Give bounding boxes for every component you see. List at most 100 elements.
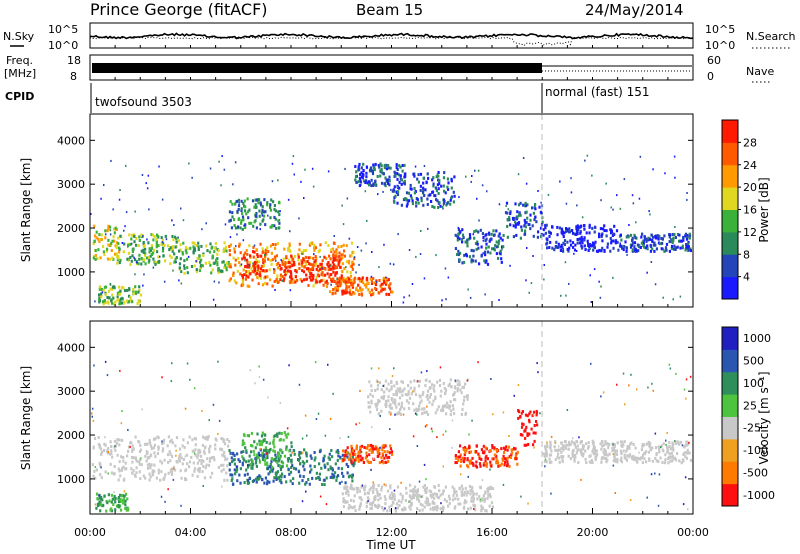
- power-cell: [213, 280, 216, 283]
- power-cell: [289, 280, 292, 284]
- power-cell: [334, 266, 337, 270]
- velocity-cell: [174, 468, 177, 472]
- velocity-cell: [389, 494, 392, 498]
- velocity-cell: [393, 496, 396, 499]
- velocity-cell: [590, 458, 593, 462]
- power-cell: [126, 299, 129, 303]
- velocity-cell: [402, 413, 405, 416]
- power-cell: [385, 282, 388, 286]
- velocity-cell: [668, 363, 671, 366]
- power-cell: [275, 254, 278, 258]
- power-cell: [325, 279, 328, 283]
- power-cell: [272, 200, 275, 204]
- velocity-cell: [123, 490, 126, 493]
- velocity-cell: [565, 443, 568, 447]
- power-cell: [142, 258, 146, 262]
- power-cell: [509, 212, 512, 216]
- velocity-cell: [342, 474, 345, 478]
- velocity-cell: [285, 464, 289, 468]
- velocity-cell: [266, 467, 270, 470]
- power-cell: [338, 277, 341, 281]
- velocity-cell: [671, 459, 674, 463]
- velocity-cell: [389, 447, 393, 451]
- power-cell: [259, 203, 263, 207]
- velocity-cell: [422, 391, 425, 394]
- velocity-cell: [514, 457, 517, 461]
- freq-tick-low: 8: [70, 70, 77, 83]
- power-cell: [685, 243, 688, 246]
- velocity-cell: [287, 432, 290, 436]
- power-cell: [583, 224, 586, 228]
- power-cell: [109, 287, 112, 291]
- velocity-cell: [278, 431, 281, 435]
- velocity-cell: [380, 488, 383, 492]
- velocity-cell: [138, 462, 141, 466]
- power-cell: [576, 238, 579, 241]
- velocity-cell: [370, 399, 373, 403]
- velocity-cell: [341, 492, 344, 496]
- power-cell: [437, 192, 440, 195]
- power-cell: [184, 249, 187, 253]
- power-cell: [380, 286, 383, 290]
- velocity-cell: [509, 456, 512, 459]
- velocity-cell: [544, 458, 547, 461]
- power-cell: [387, 278, 390, 282]
- power-cell: [263, 214, 266, 218]
- power-cell: [132, 290, 135, 293]
- power-cell: [379, 174, 382, 178]
- velocity-cell: [197, 453, 200, 457]
- power-cell: [509, 264, 511, 267]
- power-cell: [302, 278, 306, 282]
- velocity-cell: [461, 385, 464, 389]
- velocity-cell: [255, 480, 258, 484]
- power-cell: [686, 198, 688, 201]
- power-ylabel: Slant Range [km]: [19, 158, 33, 262]
- velocity-cell: [135, 459, 138, 463]
- velocity-cell: [97, 436, 100, 439]
- power-cell: [343, 249, 346, 253]
- power-cell: [457, 253, 460, 257]
- power-cell: [583, 236, 586, 240]
- power-cell: [436, 199, 439, 203]
- power-cell: [174, 257, 177, 261]
- power-cell: [351, 260, 354, 264]
- power-cell: [351, 283, 354, 287]
- power-cell: [491, 247, 494, 251]
- power-cell: [332, 258, 335, 262]
- power-cell: [639, 155, 642, 158]
- velocity-cell: [117, 478, 120, 482]
- power-cell: [635, 249, 638, 253]
- power-cell: [127, 243, 130, 247]
- velocity-cell: [468, 450, 471, 454]
- velocity-cell: [285, 435, 288, 439]
- velocity-cell: [313, 465, 316, 468]
- velocity-cell: [303, 448, 306, 452]
- velocity-cell: [591, 450, 594, 454]
- power-cell: [213, 250, 216, 254]
- velocity-cell: [265, 452, 268, 455]
- velocity-cell: [202, 459, 205, 463]
- power-cell: [508, 216, 511, 220]
- power-cell: [600, 233, 603, 237]
- power-cell: [354, 165, 357, 168]
- velocity-cell: [332, 392, 334, 395]
- nave-label: Nave: [746, 65, 774, 78]
- velocity-cell: [548, 457, 551, 461]
- power-cell: [278, 219, 281, 222]
- power-cell: [345, 291, 348, 295]
- velocity-cell: [305, 454, 308, 458]
- power-cell: [630, 243, 634, 247]
- power-cell: [283, 247, 286, 251]
- velocity-cell: [635, 456, 638, 460]
- power-cell: [138, 239, 141, 242]
- nsky-tick-high: 10^5: [48, 23, 78, 36]
- velocity-cell: [365, 451, 368, 455]
- velocity-cell: [648, 442, 652, 446]
- velocity-cell: [111, 455, 114, 459]
- power-cell: [358, 279, 362, 283]
- velocity-cell: [280, 448, 283, 452]
- power-cell: [579, 241, 582, 245]
- power-cell: [397, 233, 399, 236]
- velocity-cell: [244, 446, 247, 450]
- power-cell: [569, 230, 572, 234]
